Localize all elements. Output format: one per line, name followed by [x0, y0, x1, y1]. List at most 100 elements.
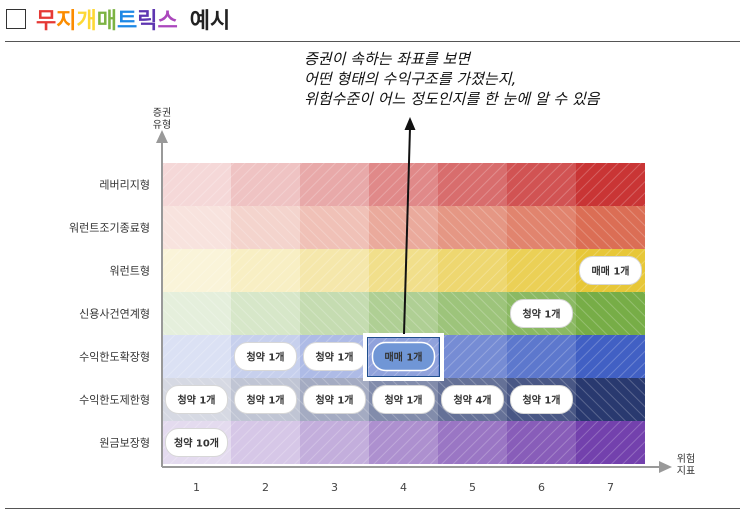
- title-rainbow-text: 무지개매트릭스: [36, 3, 178, 35]
- product-pill-highlighted: [371, 341, 436, 372]
- pointer-arrow-icon: [404, 117, 416, 130]
- product-pill: [165, 385, 228, 414]
- matrix-cell-texture: [576, 335, 645, 378]
- matrix-cell-texture: [576, 163, 645, 206]
- row-label: 수익한도제한형: [79, 394, 150, 407]
- product-pill-label: 청약 1개: [315, 351, 353, 364]
- matrix-cell-texture: [231, 249, 300, 292]
- matrix-cell-texture: [507, 335, 576, 378]
- matrix-cell-texture: [507, 249, 576, 292]
- product-pill: [372, 385, 435, 414]
- title-char: 무: [36, 9, 57, 34]
- product-pill: [510, 299, 573, 328]
- product-pill-label: 청약 1개: [522, 308, 560, 321]
- product-pill: [234, 342, 297, 371]
- column-label: 6: [538, 481, 545, 494]
- title-char: 개: [76, 9, 97, 34]
- x-axis-arrow-icon: [659, 461, 672, 473]
- matrix-cell-texture: [162, 163, 231, 206]
- row-label: 레버리지형: [99, 179, 150, 192]
- matrix-cell-texture: [300, 249, 369, 292]
- matrix-cell-texture: [507, 206, 576, 249]
- matrix-cell-texture: [507, 421, 576, 464]
- pointer-arrow-line: [403, 127, 411, 335]
- annotation-text: 증권이 속하는 좌표를 보면 어떤 형태의 수익구조를 가졌는지, 위험수준이 …: [304, 49, 600, 109]
- product-pill-label: 청약 4개: [453, 394, 491, 407]
- matrix-cell-texture: [576, 292, 645, 335]
- product-pill-label: 청약 10개: [174, 437, 219, 450]
- title-char: 지: [56, 9, 77, 34]
- row-label: 신용사건연계형: [79, 308, 150, 321]
- product-pill-label: 청약 1개: [177, 394, 215, 407]
- product-pill: [441, 385, 504, 414]
- product-pill-label: 청약 1개: [384, 394, 422, 407]
- x-axis-label-1: 위험: [677, 452, 695, 465]
- annotation-arrow: [403, 117, 416, 335]
- matrix-cell-texture: [438, 249, 507, 292]
- matrix-cell-texture: [162, 249, 231, 292]
- column-label: 1: [193, 481, 200, 494]
- top-divider: [5, 41, 740, 42]
- title-suffix: 예시: [189, 9, 231, 34]
- annotation-line-3: 위험수준이 어느 정도인지를 한 눈에 알 수 있음: [304, 90, 600, 108]
- matrix-cell-texture: [162, 335, 231, 378]
- y-axis-label-2: 유형: [153, 119, 171, 131]
- row-label: 워런트조기종료형: [69, 222, 150, 235]
- matrix-cell-texture: [576, 421, 645, 464]
- column-label: 3: [331, 481, 338, 494]
- matrix-cell-texture: [300, 163, 369, 206]
- highlight-frame: [363, 333, 444, 381]
- matrix-cell-texture: [438, 163, 507, 206]
- matrix-cell-texture: [300, 292, 369, 335]
- matrix-cell-texture: [507, 163, 576, 206]
- highlight-frame-inner: [367, 337, 440, 377]
- product-pill-label: 청약 1개: [246, 394, 284, 407]
- matrix-cell-texture: [576, 206, 645, 249]
- product-pill-label: 청약 1개: [522, 394, 560, 407]
- column-label: 7: [607, 481, 614, 494]
- matrix-cell-texture: [300, 421, 369, 464]
- matrix-cell-texture: [231, 163, 300, 206]
- column-label: 4: [400, 481, 407, 494]
- matrix-cell-texture: [438, 421, 507, 464]
- matrix-cell-texture: [231, 421, 300, 464]
- y-axis-arrow-icon: [156, 130, 168, 143]
- matrix-axes: 증권 유형 위험 지표: [153, 107, 695, 477]
- matrix-cell-texture: [438, 335, 507, 378]
- page-title: 무지개매트릭스 예시: [6, 3, 230, 35]
- product-pill-label: 매매 1개: [384, 351, 422, 364]
- matrix-cell-texture: [369, 421, 438, 464]
- matrix-cell-texture: [162, 292, 231, 335]
- bottom-divider: [5, 508, 740, 509]
- product-pill: [303, 385, 366, 414]
- title-char: 매: [96, 9, 117, 34]
- matrix-cell-texture: [231, 292, 300, 335]
- checkbox-icon: [6, 9, 26, 29]
- matrix-labels: 레버리지형워런트조기종료형워런트형신용사건연계형수익한도확장형수익한도제한형원금…: [69, 179, 614, 495]
- matrix-cell-texture: [300, 206, 369, 249]
- matrix-cell-texture: [369, 163, 438, 206]
- y-axis-label-1: 증권: [153, 107, 171, 119]
- matrix-cell-texture: [162, 206, 231, 249]
- annotation-line-1: 증권이 속하는 좌표를 보면: [304, 50, 471, 68]
- product-pill-label: 청약 1개: [315, 394, 353, 407]
- x-axis-label-2: 지표: [677, 465, 695, 477]
- row-label: 원금보장형: [99, 437, 150, 450]
- product-pill: [510, 385, 573, 414]
- row-label: 워런트형: [110, 265, 150, 278]
- product-pill: [165, 428, 228, 457]
- matrix-cell-texture: [369, 206, 438, 249]
- title-char: 릭: [137, 9, 158, 34]
- annotation-line-2: 어떤 형태의 수익구조를 가졌는지,: [304, 70, 517, 88]
- product-pill: [579, 256, 642, 285]
- matrix-cell-texture: [576, 378, 645, 421]
- matrix-cell-texture: [438, 292, 507, 335]
- matrix-cell-texture: [369, 249, 438, 292]
- title-char: 스: [157, 9, 178, 34]
- product-pill-label: 매매 1개: [591, 265, 629, 278]
- title-char: 트: [117, 9, 138, 34]
- row-label: 수익한도확장형: [79, 351, 150, 364]
- column-label: 2: [262, 481, 269, 494]
